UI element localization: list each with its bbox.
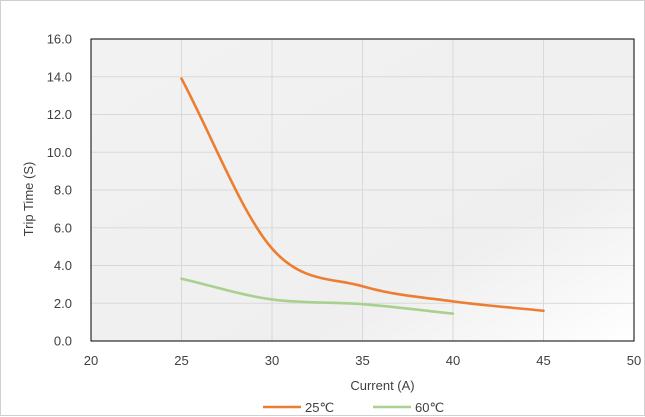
y-axis-title: Trip Time (S) (21, 162, 36, 237)
series-line-1 (180, 77, 545, 313)
x-tick-label: 40 (446, 353, 460, 368)
x-tick-label: 20 (84, 353, 98, 368)
y-tick-label: 12.0 (47, 107, 72, 122)
x-axis-tick-labels: 20 25 30 35 40 45 50 (84, 353, 641, 368)
x-tick-label: 35 (355, 353, 369, 368)
plot-frame (90, 38, 635, 342)
x-tick-label: 30 (265, 353, 279, 368)
y-tick-label: 6.0 (54, 220, 72, 235)
x-tick-label: 45 (536, 353, 550, 368)
series-lines (180, 77, 545, 315)
x-tick-label: 50 (627, 353, 641, 368)
y-tick-label: 2.0 (54, 296, 72, 311)
legend-label-2: 60℃ (415, 400, 444, 415)
y-tick-label: 0.0 (54, 334, 72, 349)
y-tick-label: 4.0 (54, 258, 72, 273)
series-line-2 (180, 277, 455, 315)
x-tick-label: 25 (174, 353, 188, 368)
y-axis-tick-labels: 0.0 2.0 4.0 6.0 8.0 10.0 12.0 14.0 16.0 (47, 32, 72, 349)
legend: 25℃ 60℃ (263, 400, 444, 415)
y-tick-label: 16.0 (47, 32, 72, 47)
y-tick-label: 10.0 (47, 145, 72, 160)
y-tick-label: 14.0 (47, 69, 72, 84)
legend-label-1: 25℃ (305, 400, 334, 415)
y-tick-label: 8.0 (54, 183, 72, 198)
x-axis-title: Current (A) (350, 378, 414, 393)
